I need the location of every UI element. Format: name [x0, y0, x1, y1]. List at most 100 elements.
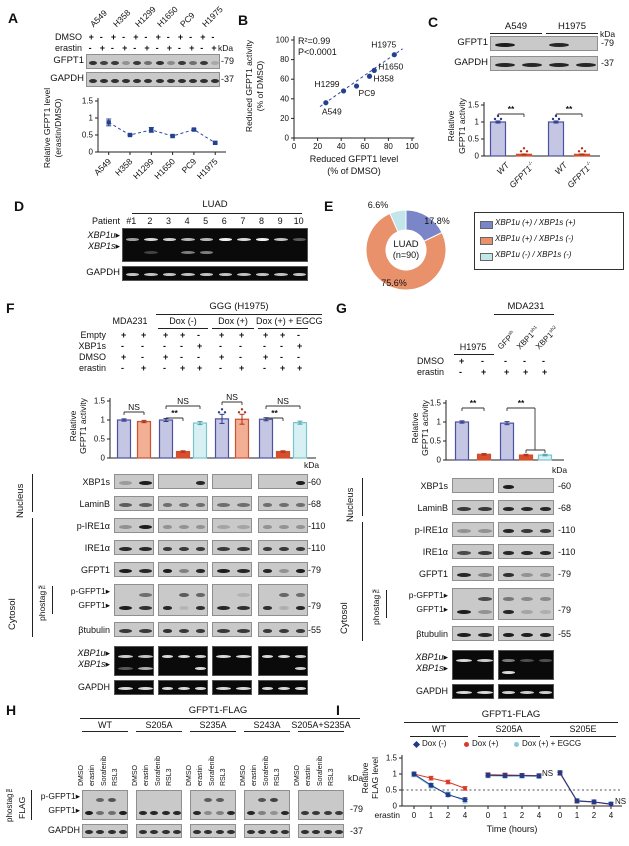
treatment-sign: +	[504, 367, 510, 377]
protein-band	[88, 78, 97, 83]
treatment-sign: +	[99, 43, 106, 53]
protein-band	[118, 568, 132, 573]
svg-text:1.5: 1.5	[82, 97, 94, 106]
nucleus-side-label: Nucleus	[345, 487, 356, 522]
blot-membrane	[452, 588, 494, 620]
svg-text:4: 4	[463, 811, 468, 820]
protein-band	[137, 666, 153, 670]
protein-band	[262, 502, 273, 507]
blot-row-label: p-GFPT1▸	[40, 791, 80, 801]
svg-text:LUAD: LUAD	[393, 239, 418, 250]
protein-band	[255, 237, 270, 241]
treatment-row-label: erastin	[54, 43, 82, 53]
protein-band	[236, 524, 250, 529]
protein-band	[502, 484, 515, 489]
treatment-sign: +	[542, 367, 548, 377]
patient-label: Patient	[91, 216, 120, 226]
protein-band	[539, 610, 552, 615]
lane-treatment-label: erastin	[89, 764, 97, 786]
svg-text:1: 1	[429, 811, 434, 820]
protein-band	[119, 810, 128, 815]
mutant-group-label: S205A	[495, 724, 523, 734]
protein-band	[539, 550, 552, 555]
blot-membrane	[212, 496, 252, 511]
treatment-sign: +	[211, 43, 217, 53]
dox-group-label: Dox (+)	[218, 316, 248, 326]
protein-band	[294, 666, 307, 670]
protein-band	[137, 687, 153, 690]
protein-band	[194, 666, 207, 670]
protein-band	[312, 830, 321, 834]
divider-line	[386, 590, 387, 618]
lane-treatment-label: Sorafenib	[262, 756, 270, 786]
patient-number: 8	[258, 216, 264, 226]
blot-membrane	[452, 626, 494, 641]
protein-band	[122, 78, 131, 83]
gel-row-label: XBP1s▸	[87, 241, 120, 251]
treatment-sign: -	[180, 352, 183, 362]
protein-band	[119, 830, 128, 834]
protein-band	[300, 810, 309, 815]
protein-band	[477, 506, 492, 511]
protein-band	[521, 550, 533, 555]
blot-membrane	[158, 518, 208, 533]
patient-number: 6	[221, 216, 227, 226]
blot-membrane	[212, 622, 252, 637]
blot-membrane	[258, 622, 308, 637]
legend-label: Dox (+)	[472, 739, 499, 748]
mutant-group-label: S205A	[145, 720, 173, 730]
protein-band	[110, 60, 119, 65]
protein-band	[521, 528, 533, 533]
protein-band	[211, 78, 220, 83]
svg-text:0: 0	[475, 152, 480, 161]
protein-band	[502, 528, 515, 533]
svg-text:PC9: PC9	[359, 88, 376, 98]
mutant-group-label: WT	[98, 720, 112, 730]
treatment-sign: -	[280, 352, 283, 362]
treatment-sign: +	[280, 363, 286, 373]
cell-line-label: H1650	[155, 4, 180, 29]
treatment-sign: -	[219, 363, 222, 373]
blot-membrane	[212, 540, 252, 555]
blot-membrane	[212, 474, 252, 489]
kda-value: -79	[558, 569, 572, 579]
protein-band	[216, 606, 230, 611]
gfpt1-activity-bar-chart: 0 0.5 1 1.5 Relative GFPT1 activity ** **	[410, 398, 564, 465]
treatment-sign: +	[481, 367, 487, 377]
svg-text:P<0.0001: P<0.0001	[298, 47, 337, 57]
treatment-sign: -	[239, 341, 242, 351]
blot-row-label: GAPDH	[47, 825, 80, 835]
protein-band	[502, 572, 515, 577]
protein-band	[456, 506, 471, 511]
lane-treatment-label: Sorafenib	[100, 756, 108, 786]
divider-line	[494, 314, 554, 315]
protein-band	[162, 546, 173, 551]
treatment-sign: +	[180, 363, 186, 373]
protein-band	[118, 480, 132, 485]
protein-band	[216, 568, 230, 573]
sh-construct-label: GFPsh	[495, 329, 515, 352]
protein-band	[118, 628, 132, 633]
gfpt1-level-line-chart: 0 0.5 1 1.5 Relative GFPT1 level (erastin/DMS…	[42, 88, 226, 181]
protein-band	[125, 237, 140, 241]
treatment-sign: -	[211, 32, 215, 42]
svg-text:4: 4	[609, 811, 614, 820]
treatment-row-label: DMSO	[55, 32, 82, 42]
divider-line	[362, 522, 363, 641]
panel-a-label: A	[8, 10, 19, 26]
protein-band	[279, 592, 289, 597]
blot-membrane	[298, 790, 344, 820]
svg-text:0: 0	[393, 802, 398, 811]
legend-marker	[464, 742, 469, 747]
svg-text:1.5: 1.5	[94, 397, 106, 406]
protein-band	[235, 654, 251, 658]
blot-membrane	[82, 790, 128, 820]
treatment-sign: +	[163, 330, 169, 340]
cytosol-side-label: Cytosol	[339, 602, 350, 634]
kda-value: -110	[558, 547, 576, 557]
protein-band	[166, 60, 175, 65]
protein-band	[162, 502, 173, 507]
blot-membrane	[114, 496, 154, 511]
svg-text:NS: NS	[226, 392, 238, 402]
protein-band	[269, 830, 278, 834]
